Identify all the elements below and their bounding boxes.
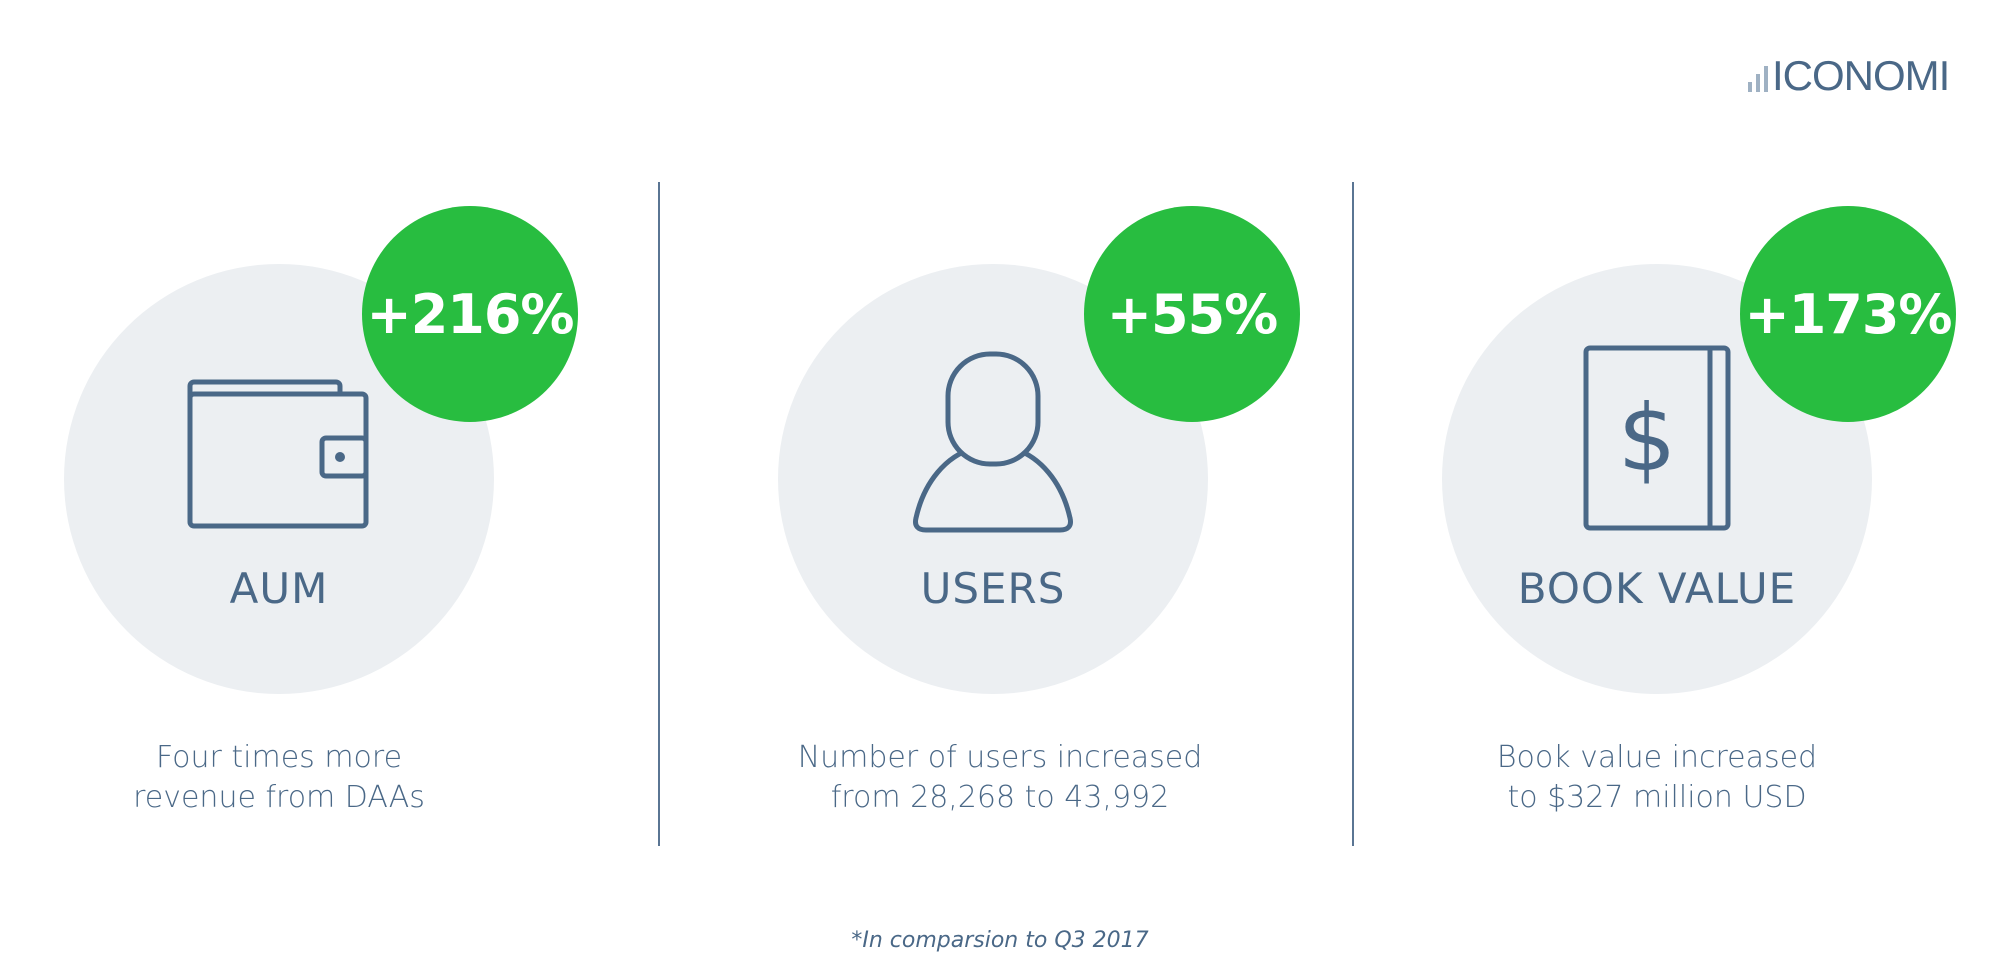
description-line-1: Number of users increased: [797, 740, 1203, 775]
dollar-book-icon: $: [1583, 345, 1731, 531]
description-line-2: revenue from DAAs: [133, 780, 425, 815]
metric-label: USERS: [920, 564, 1066, 613]
divider-left: [658, 182, 660, 846]
description-line-1: Four times more: [155, 740, 403, 775]
wallet-icon: [187, 379, 369, 529]
user-icon: [913, 351, 1073, 533]
iconomi-logo: ICONOMI: [1748, 52, 1950, 99]
percent-badge: +173%: [1740, 206, 1956, 422]
footnote: *In comparsion to Q3 2017: [851, 928, 1149, 953]
metric-label: AUM: [229, 564, 329, 613]
description-line-1: Book value increased: [1496, 740, 1818, 775]
percent-badge: +55%: [1084, 206, 1300, 422]
svg-text:$: $: [1618, 385, 1677, 492]
divider-right: [1352, 182, 1354, 846]
description-line-2: from 28,268 to 43,992: [830, 780, 1170, 815]
logo-text: ICONOMI: [1772, 52, 1950, 99]
percent-badge: +216%: [362, 206, 578, 422]
logo-bars-icon: [1748, 62, 1768, 92]
metric-label: BOOK VALUE: [1517, 564, 1797, 613]
description-line-2: to $327 million USD: [1507, 780, 1807, 815]
metric-description: Number of users increased from 28,268 to…: [750, 738, 1250, 818]
metric-description: Book value increased to $327 million USD: [1407, 738, 1907, 818]
metric-description: Four times more revenue from DAAs: [29, 738, 529, 818]
